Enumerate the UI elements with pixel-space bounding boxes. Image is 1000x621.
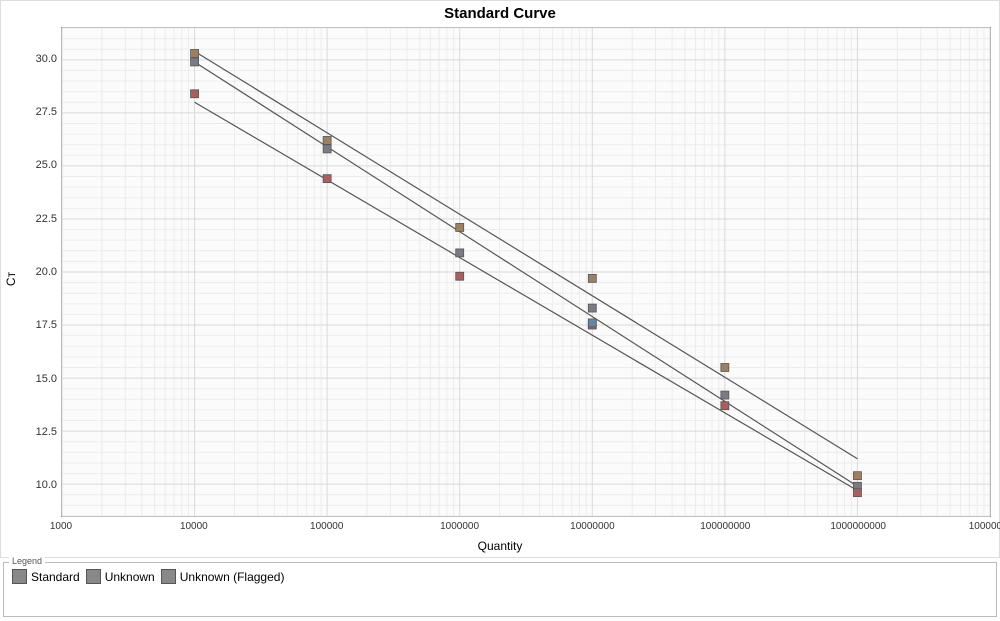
legend-swatch — [86, 569, 101, 584]
data-marker — [456, 272, 464, 280]
chart-title: Standard Curve — [1, 1, 999, 26]
legend-label: Standard — [31, 570, 80, 584]
data-marker — [191, 90, 199, 98]
x-tick-label: 10000000 — [570, 521, 615, 532]
data-marker — [588, 274, 596, 282]
legend-swatch — [161, 569, 176, 584]
y-axis-label: Cт — [4, 272, 18, 286]
y-tick-label: 22.5 — [36, 213, 57, 225]
chart-container: Standard Curve Cт Quantity 10.0 12.5 15.0 1… — [0, 0, 1000, 558]
legend-item: Standard — [12, 569, 80, 584]
legend-label: Unknown (Flagged) — [180, 570, 285, 584]
y-tick-label: 15.0 — [36, 373, 57, 385]
x-tick-label: 1000000 — [440, 521, 479, 532]
legend-label: Unknown — [105, 570, 155, 584]
y-tick-label: 27.5 — [36, 106, 57, 118]
legend-item: Unknown (Flagged) — [161, 569, 285, 584]
data-marker — [721, 402, 729, 410]
x-tick-label: 100000 — [310, 521, 343, 532]
data-marker — [853, 489, 861, 497]
data-marker — [588, 304, 596, 312]
x-tick-label: 10000000 — [969, 521, 1000, 532]
data-marker — [323, 145, 331, 153]
y-tick-label: 20.0 — [36, 266, 57, 278]
y-tick-label: 10.0 — [36, 479, 57, 491]
data-marker — [191, 49, 199, 57]
data-marker — [323, 136, 331, 144]
x-tick-label: 100000000 — [700, 521, 750, 532]
data-marker — [853, 472, 861, 480]
x-axis-label: Quantity — [478, 539, 523, 553]
data-marker — [456, 223, 464, 231]
legend-swatch — [12, 569, 27, 584]
data-marker — [721, 363, 729, 371]
legend-items: Standard Unknown Unknown (Flagged) — [4, 563, 996, 590]
legend-item: Unknown — [86, 569, 155, 584]
data-marker — [588, 319, 596, 327]
regression-line — [195, 62, 858, 486]
y-tick-label: 25.0 — [36, 159, 57, 171]
y-tick-label: 30.0 — [36, 53, 57, 65]
plot-area — [61, 27, 991, 517]
regression-line — [195, 102, 858, 490]
legend-box: Legend StandardUnknownUnknown (Flagged) — [3, 562, 997, 617]
data-marker — [323, 175, 331, 183]
x-tick-label: 10000 — [180, 521, 208, 532]
plot-svg — [62, 28, 990, 516]
legend-title: Legend — [9, 556, 45, 566]
y-tick-label: 17.5 — [36, 319, 57, 331]
x-tick-label: 1000 — [50, 521, 72, 532]
data-marker — [456, 249, 464, 257]
data-marker — [721, 391, 729, 399]
data-marker — [191, 58, 199, 66]
x-tick-label: 1000000000 — [830, 521, 886, 532]
y-tick-label: 12.5 — [36, 426, 57, 438]
